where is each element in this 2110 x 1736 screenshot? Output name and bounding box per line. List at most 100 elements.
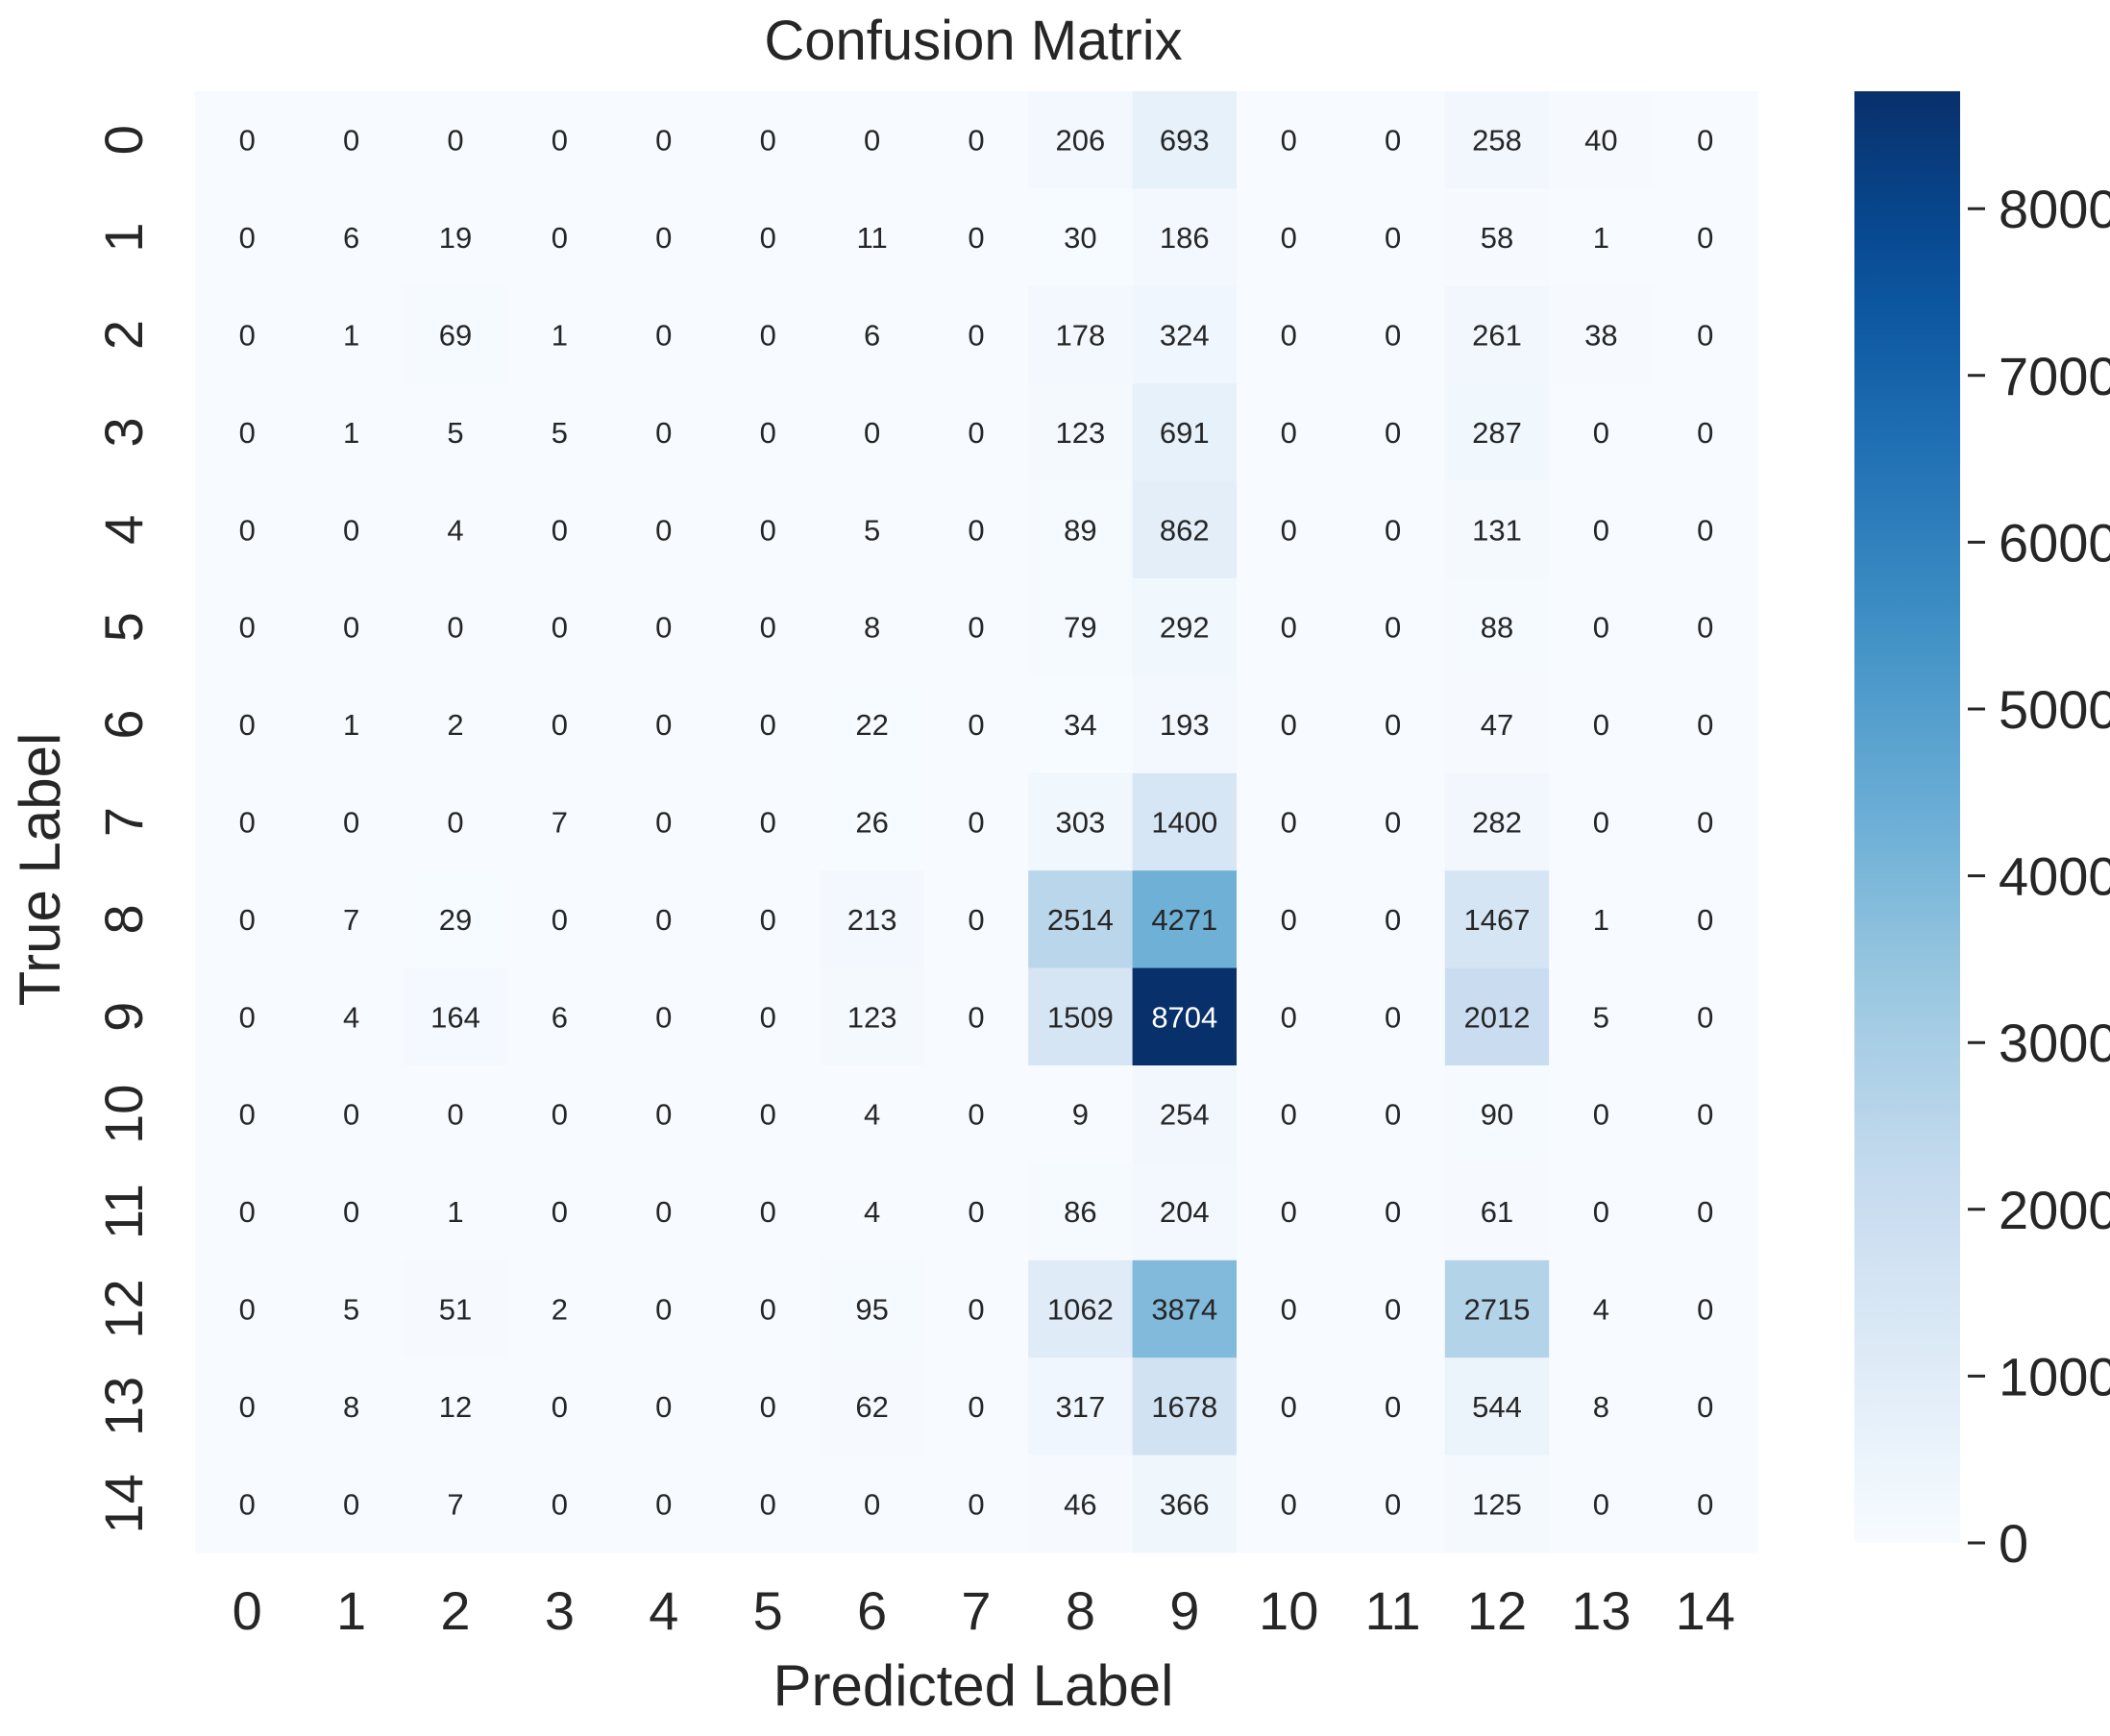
cell-value-label: 1678 <box>1151 1390 1217 1424</box>
heatmap-cell <box>716 1162 821 1261</box>
heatmap-cell <box>403 91 508 189</box>
heatmap-cell <box>403 1259 508 1358</box>
cell-value-label: 0 <box>1281 806 1297 840</box>
cell-value-label: 1 <box>552 319 568 353</box>
heatmap-cell <box>1237 188 1341 287</box>
cell-value-label: 254 <box>1160 1098 1210 1132</box>
cell-value-label: 8 <box>864 611 880 645</box>
cell-value-label: 11 <box>857 221 888 255</box>
heatmap-cell <box>195 772 300 871</box>
heatmap-cell <box>1237 675 1341 774</box>
cell-value-label: 0 <box>760 903 776 937</box>
heatmap-cell <box>1132 91 1238 189</box>
cell-value-label: 8704 <box>1151 1000 1217 1034</box>
heatmap-cell <box>507 1162 613 1261</box>
heatmap-cell <box>611 578 717 676</box>
colorbar-tick-label: 2000 <box>1999 1180 2110 1240</box>
heatmap-cell <box>1653 1259 1758 1358</box>
heatmap-cell <box>1653 1065 1758 1163</box>
heatmap-cell <box>1132 480 1238 579</box>
cell-value-label: 0 <box>1385 708 1401 742</box>
cell-value-label: 0 <box>760 1390 776 1424</box>
heatmap-cell <box>299 1259 405 1358</box>
heatmap-cell <box>1028 1357 1134 1456</box>
heatmap-cell <box>1444 578 1550 676</box>
heatmap-cell <box>1549 1162 1655 1261</box>
heatmap-cell <box>1028 1065 1134 1163</box>
cell-value-label: 164 <box>430 1000 480 1034</box>
cell-value-label: 0 <box>1697 416 1713 450</box>
cell-value-label: 0 <box>1385 513 1401 547</box>
cell-value-label: 0 <box>760 708 776 742</box>
heatmap-cell <box>299 578 405 676</box>
heatmap-cell <box>299 1162 405 1261</box>
heatmap-cell <box>1340 870 1446 969</box>
heatmap-cell <box>195 675 300 774</box>
cell-value-label: 0 <box>655 1293 672 1327</box>
heatmap-cell <box>1237 1065 1341 1163</box>
cell-value-label: 0 <box>552 1098 568 1132</box>
cell-value-label: 0 <box>1593 416 1609 450</box>
cell-value-label: 0 <box>655 513 672 547</box>
heatmap-cell <box>403 772 508 871</box>
heatmap-cell <box>923 1259 1029 1358</box>
colorbar-tick-label: 1000 <box>1999 1346 2110 1406</box>
heatmap-cell <box>611 285 717 384</box>
heatmap-cell <box>403 870 508 969</box>
cell-value-label: 0 <box>968 1098 984 1132</box>
cell-value-label: 0 <box>655 1000 672 1034</box>
cell-value-label: 206 <box>1056 124 1106 158</box>
cell-value-label: 89 <box>1064 513 1096 547</box>
cell-value-label: 19 <box>439 221 472 255</box>
x-tick-label: 4 <box>649 1580 678 1641</box>
y-tick-label: 11 <box>93 1184 154 1239</box>
cell-value-label: 0 <box>655 319 672 353</box>
cell-value-label: 0 <box>343 611 359 645</box>
cell-value-label: 0 <box>1697 611 1713 645</box>
cell-value-label: 1 <box>1593 903 1609 937</box>
heatmap-cell <box>507 675 613 774</box>
cell-value-label: 0 <box>1281 221 1297 255</box>
y-tick-label: 2 <box>93 320 154 350</box>
cell-value-label: 213 <box>847 903 897 937</box>
cell-value-label: 1 <box>343 708 359 742</box>
x-tick-label: 0 <box>233 1580 262 1641</box>
colorbar-tick-label: 6000 <box>1999 512 2110 573</box>
heatmap-cell <box>1653 188 1758 287</box>
cell-value-label: 0 <box>1385 124 1401 158</box>
cell-value-label: 0 <box>239 806 256 840</box>
heatmap-cell <box>1237 1259 1341 1358</box>
cell-value-label: 0 <box>655 124 672 158</box>
cell-value-label: 0 <box>760 1000 776 1034</box>
heatmap-cell <box>820 1357 925 1456</box>
cell-value-label: 4271 <box>1151 903 1217 937</box>
heatmap-cell <box>1653 772 1758 871</box>
heatmap-cell <box>1340 383 1446 482</box>
cell-value-label: 0 <box>968 806 984 840</box>
cell-value-label: 0 <box>1697 513 1713 547</box>
cell-value-label: 0 <box>968 221 984 255</box>
heatmap-cell <box>1132 188 1238 287</box>
heatmap-cell <box>1549 285 1655 384</box>
heatmap-cell <box>507 578 613 676</box>
heatmap-cell <box>923 285 1029 384</box>
cell-value-label: 261 <box>1472 319 1522 353</box>
heatmap-cell <box>1028 480 1134 579</box>
cell-value-label: 1 <box>447 1195 463 1229</box>
cell-value-label: 26 <box>855 806 888 840</box>
colorbar: 0 1000 2000 3000 4000 5000 6000 7000 8000 <box>1854 91 2110 1574</box>
cell-value-label: 0 <box>1697 124 1713 158</box>
heatmap-cell <box>1549 1455 1655 1553</box>
heatmap-cell <box>507 91 613 189</box>
heatmap-cell <box>299 91 405 189</box>
heatmap-cell <box>1237 967 1341 1066</box>
cell-value-label: 862 <box>1160 513 1210 547</box>
heatmap-cell <box>507 1455 613 1553</box>
cell-value-label: 0 <box>968 513 984 547</box>
cell-value-label: 38 <box>1584 319 1617 353</box>
heatmap-cell <box>1237 1357 1341 1456</box>
cell-value-label: 95 <box>855 1293 888 1327</box>
cell-value-label: 204 <box>1160 1195 1210 1229</box>
cell-value-label: 2012 <box>1464 1000 1531 1034</box>
